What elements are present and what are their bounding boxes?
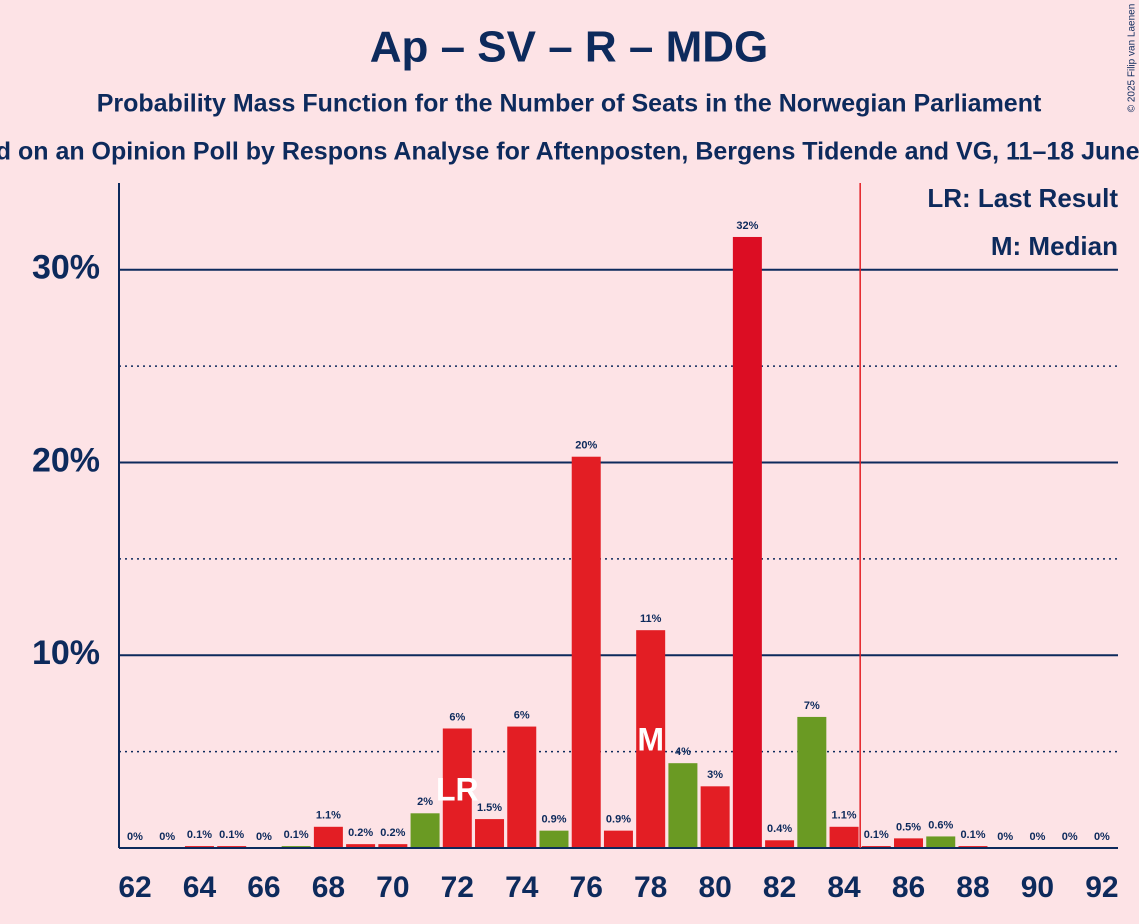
bar <box>797 716 827 848</box>
chart-subtitle: Based on an Opinion Poll by Respons Anal… <box>0 138 1139 166</box>
value-label: 2% <box>417 796 433 808</box>
x-tick-label: 92 <box>1085 871 1118 904</box>
y-tick-label: 10% <box>32 634 100 672</box>
value-label: 1.1% <box>316 810 341 822</box>
value-label: 11% <box>640 613 662 625</box>
bar <box>313 826 343 848</box>
bar <box>442 728 472 848</box>
value-label: 0.5% <box>896 821 921 833</box>
bar <box>926 836 956 848</box>
value-label: 0.2% <box>380 827 405 839</box>
x-tick-label: 86 <box>892 871 925 904</box>
value-label: 0.9% <box>606 814 631 826</box>
chart-title: Ap – SV – R – MDG <box>370 23 769 72</box>
x-tick-label: 64 <box>183 871 217 904</box>
legend-entry: LR: Last Result <box>927 183 1118 213</box>
bar <box>378 844 408 848</box>
y-tick-label: 20% <box>32 441 100 479</box>
value-label: 0% <box>256 831 272 843</box>
value-label: 0% <box>997 831 1013 843</box>
x-tick-label: 82 <box>763 871 796 904</box>
x-tick-label: 78 <box>634 871 667 904</box>
x-tick-label: 90 <box>1021 871 1054 904</box>
value-label: 0% <box>1062 831 1078 843</box>
bar <box>700 786 730 848</box>
value-label: 3% <box>707 769 723 781</box>
bar <box>475 819 505 848</box>
value-label: 0.9% <box>541 814 566 826</box>
value-label: 0% <box>127 831 143 843</box>
bar <box>894 838 924 848</box>
chart-subtitle: Probability Mass Function for the Number… <box>97 90 1042 118</box>
copyright: © 2025 Filip van Laenen <box>1127 4 1138 113</box>
x-tick-label: 62 <box>118 871 151 904</box>
value-label: 0.1% <box>219 829 244 841</box>
x-tick-label: 70 <box>376 871 409 904</box>
x-tick-label: 84 <box>827 871 861 904</box>
bar <box>410 813 440 848</box>
bar <box>507 726 537 848</box>
x-tick-label: 68 <box>312 871 345 904</box>
value-label: 0.1% <box>864 829 889 841</box>
value-label: 0.2% <box>348 827 373 839</box>
value-label: 0% <box>159 831 175 843</box>
value-label: 0.4% <box>767 823 792 835</box>
bar <box>346 844 376 848</box>
bar <box>765 840 795 848</box>
value-label: 0% <box>1094 831 1110 843</box>
legend-entry: M: Median <box>991 231 1118 261</box>
value-label: 1.1% <box>832 810 857 822</box>
marker-label: LR <box>436 771 479 807</box>
value-label: 6% <box>514 709 530 721</box>
x-tick-label: 88 <box>956 871 989 904</box>
value-label: 0.1% <box>284 829 309 841</box>
y-tick-label: 30% <box>32 249 100 287</box>
bar <box>603 830 633 848</box>
x-tick-label: 72 <box>441 871 474 904</box>
value-label: 0.6% <box>928 819 953 831</box>
bar <box>539 830 569 848</box>
x-tick-label: 66 <box>247 871 280 904</box>
value-label: 0% <box>1029 831 1045 843</box>
x-tick-label: 80 <box>698 871 731 904</box>
bar <box>571 456 601 848</box>
x-tick-label: 76 <box>570 871 603 904</box>
marker-label: M <box>637 721 664 757</box>
value-label: 6% <box>449 711 465 723</box>
value-label: 0.1% <box>187 829 212 841</box>
bar <box>668 763 698 848</box>
value-label: 7% <box>804 700 820 712</box>
x-tick-label: 74 <box>505 871 539 904</box>
value-label: 1.5% <box>477 802 502 814</box>
bar <box>636 630 666 848</box>
value-label: 20% <box>575 440 597 452</box>
bar <box>829 826 859 848</box>
value-label: 4% <box>675 746 691 758</box>
value-label: 32% <box>736 220 758 232</box>
bar <box>732 236 762 848</box>
value-label: 0.1% <box>960 829 985 841</box>
